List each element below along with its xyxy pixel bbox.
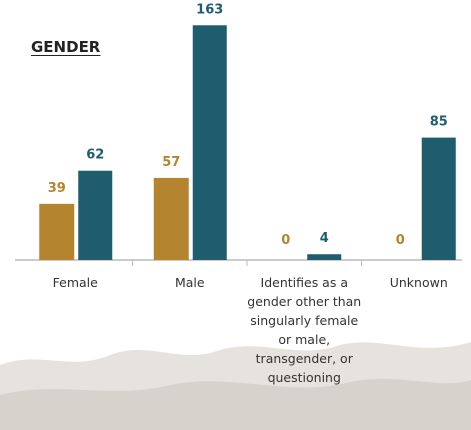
bar: [192, 25, 227, 261]
bar: [421, 137, 456, 260]
value-label: 39: [48, 181, 66, 196]
value-label: 4: [320, 231, 329, 246]
category-label: Male: [174, 275, 205, 290]
category-label: Female: [52, 275, 98, 290]
value-label: 0: [396, 233, 405, 248]
category-label: Unknown: [389, 275, 448, 290]
bar: [78, 170, 113, 260]
value-label: 57: [162, 155, 180, 170]
value-label: 85: [430, 115, 448, 130]
bar: [307, 254, 342, 260]
category-label: Identifies as a gender other than singul…: [247, 275, 362, 385]
value-label: 0: [281, 233, 290, 248]
bar: [39, 203, 75, 260]
bar: [153, 177, 189, 260]
value-label: 62: [86, 148, 104, 163]
chart-title: GENDER: [31, 38, 101, 56]
value-label: 163: [196, 2, 223, 17]
mountain-foreground: [0, 378, 471, 430]
